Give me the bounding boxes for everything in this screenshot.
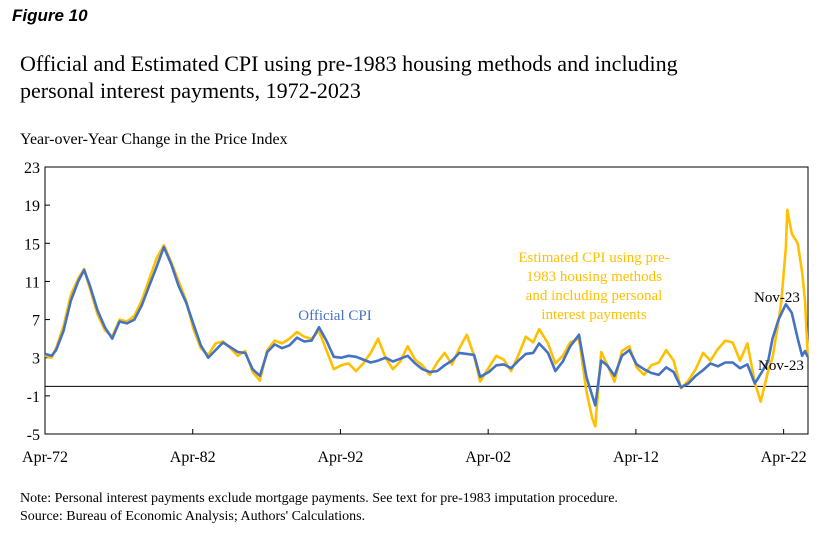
series-line-official-cpi — [44, 245, 809, 407]
x-tick-label: Apr-12 — [613, 449, 659, 466]
series-label-estimated-cpi: Estimated CPI using pre- — [518, 250, 669, 266]
plot-frame — [44, 166, 809, 435]
chart-title-line-1: Official and Estimated CPI using pre-198… — [20, 51, 678, 76]
x-tick-label: Apr-22 — [761, 449, 807, 466]
y-tick-label: 19 — [24, 198, 40, 215]
y-tick-label: 23 — [24, 160, 40, 177]
chart-title-line-2: personal interest payments, 1972-2023 — [20, 78, 361, 103]
annotation-nov-23-lower: Nov-23 — [758, 358, 804, 374]
y-tick-label: 11 — [25, 274, 40, 291]
series-label-official-cpi: Official CPI — [298, 308, 371, 324]
y-tick-label: 3 — [32, 351, 40, 368]
y-axis-label: Year-over-Year Change in the Price Index — [20, 131, 288, 148]
series-label-estimated-cpi: interest payments — [541, 307, 647, 323]
y-tick-label: -1 — [27, 389, 40, 406]
x-tick-label: Apr-82 — [170, 449, 216, 466]
figure-label: Figure 10 — [12, 6, 88, 25]
chart-notes: Note: Personal interest payments exclude… — [20, 490, 618, 526]
note-text: Note: Personal interest payments exclude… — [20, 491, 618, 506]
series-label-estimated-cpi: 1983 housing methods — [526, 269, 662, 285]
y-tick-label: 7 — [32, 313, 40, 330]
x-tick-label: Apr-02 — [465, 449, 511, 466]
series-label-estimated-cpi: and including personal — [526, 288, 663, 304]
chart-title: Official and Estimated CPI using pre-198… — [20, 50, 800, 104]
x-tick-label: Apr-72 — [22, 449, 68, 466]
source-text: Source: Bureau of Economic Analysis; Aut… — [20, 509, 366, 524]
annotation-nov-23-upper: Nov-23 — [754, 290, 800, 306]
x-tick-label: Apr-92 — [318, 449, 364, 466]
series-line-estimated-cpi — [44, 208, 809, 428]
y-tick-label: -5 — [27, 427, 40, 444]
y-tick-label: 15 — [24, 236, 40, 253]
